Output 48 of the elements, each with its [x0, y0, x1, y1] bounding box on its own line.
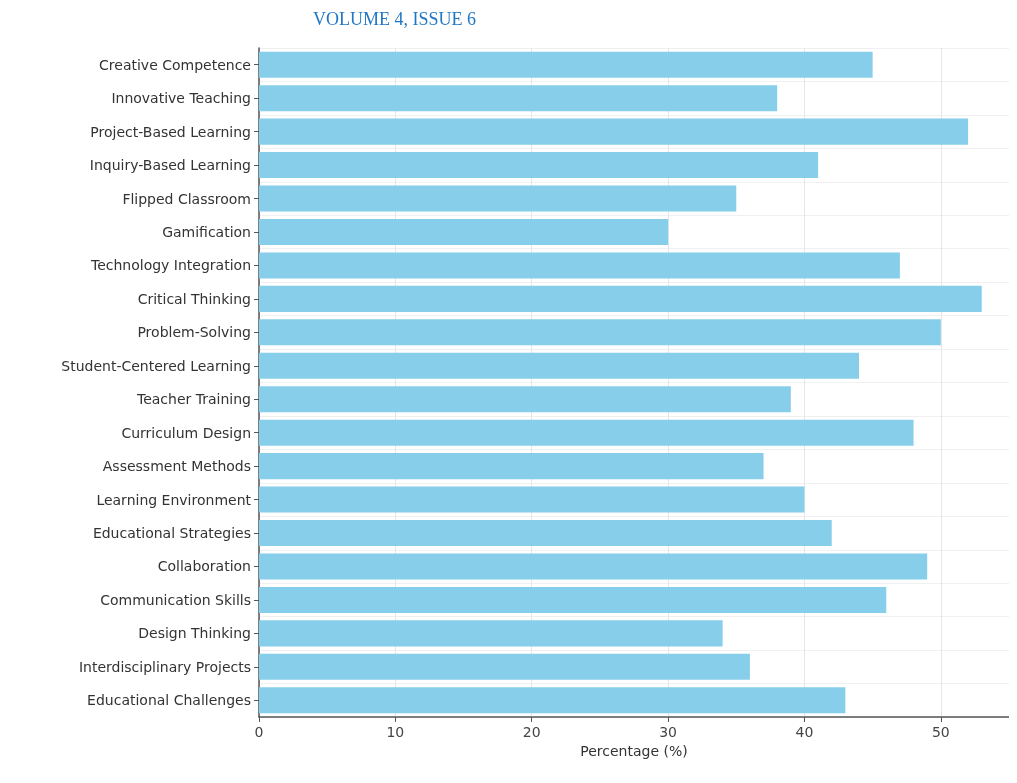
bar	[259, 486, 805, 513]
y-tick-label: Educational Strategies	[92, 525, 251, 542]
bar	[259, 152, 819, 179]
y-tick-label: Inquiry-Based Learning	[89, 157, 251, 174]
bar	[259, 285, 982, 312]
bar	[259, 586, 887, 613]
bar	[259, 453, 764, 480]
y-tick-label: Innovative Teaching	[111, 90, 251, 107]
y-tick-label: Flipped Classroom	[122, 190, 251, 207]
text: VOLUME 4, ISSUE 6	[313, 9, 477, 29]
y-tick-label: Educational Challenges	[87, 692, 251, 709]
y-tick-label: Learning Environment	[96, 491, 252, 508]
y-tick-label: Design Thinking	[138, 625, 251, 642]
x-tick-label: 20	[522, 724, 541, 740]
y-tick-label: Problem-Solving	[137, 324, 251, 341]
x-tick-label: 0	[254, 724, 264, 740]
x-tick-label: 30	[659, 724, 677, 740]
y-tick-label: Collaboration	[157, 558, 251, 575]
bar	[259, 185, 737, 212]
bar	[259, 553, 928, 580]
bar	[259, 51, 873, 78]
y-tick-label: Communication Skills	[100, 591, 251, 608]
bar	[259, 620, 723, 647]
y-tick-label: Teacher Training	[136, 391, 251, 408]
bar	[259, 218, 669, 246]
y-tick-label: Creative Competence	[99, 56, 251, 73]
x-tick-label: 10	[386, 724, 405, 740]
y-tick-label: Project-Based Learning	[90, 123, 251, 140]
y-tick-label: Technology Integration	[89, 257, 251, 274]
y-tick-label: Assessment Methods	[102, 458, 251, 475]
y-tick-label: Critical Thinking	[137, 290, 251, 307]
bar	[259, 519, 832, 547]
bar	[259, 118, 969, 145]
y-tick-label: Interdisciplinary Projects	[78, 658, 251, 675]
y-tick-label: Gamification	[162, 223, 251, 240]
bar	[259, 319, 941, 346]
x-axis-title: Percentage (%)	[580, 742, 688, 759]
x-tick-label: 50	[931, 724, 950, 740]
x-tick-label: 40	[795, 724, 814, 740]
bar	[259, 85, 778, 112]
bar	[259, 653, 750, 680]
bar	[259, 252, 900, 279]
bar	[259, 352, 859, 379]
bar	[259, 687, 846, 714]
bar	[259, 386, 791, 413]
bar	[259, 419, 914, 446]
y-tick-label: Curriculum Design	[121, 424, 251, 441]
y-tick-label: Student-Centered Learning	[61, 357, 251, 374]
